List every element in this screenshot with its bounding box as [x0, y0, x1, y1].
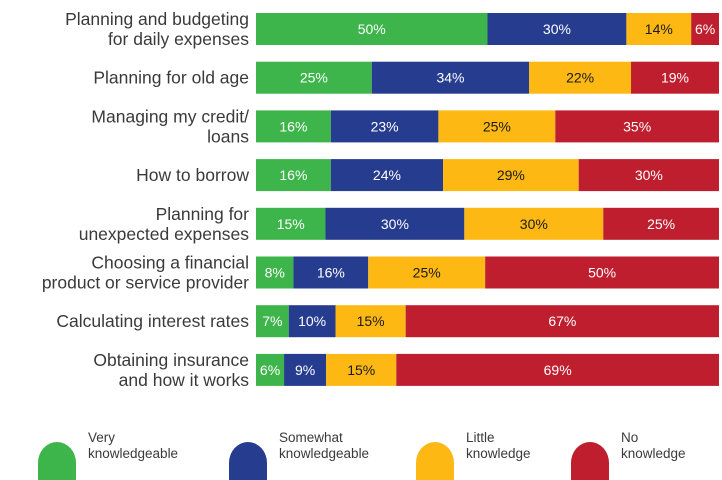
bar-segment: [256, 256, 294, 289]
data-label: 7%: [262, 313, 282, 329]
data-label: 34%: [436, 70, 464, 86]
category-label: Choosing a financial product or service p…: [42, 253, 249, 293]
bar-segment: [256, 305, 289, 338]
data-label: 35%: [623, 118, 651, 134]
bar-segment: [578, 159, 719, 192]
data-label: 16%: [317, 265, 345, 281]
bar-segment: [326, 353, 397, 386]
bar-segment: [256, 13, 488, 45]
bar-segment: [691, 13, 719, 45]
bar-segment: [487, 13, 627, 45]
bar-segment: [330, 159, 444, 192]
bar-segment: [555, 110, 719, 143]
category-label: Managing my credit/loans: [91, 106, 249, 146]
stacked-bar-chart: 50% 30% 14% 6% 25% 34% 22% 19% 16% 23% 25% 35% 16% 24…: [42, 9, 719, 390]
bar-segment: [626, 13, 692, 45]
data-label: 9%: [295, 362, 315, 378]
legend-label: Very knowledgeable: [88, 430, 179, 461]
legend-swatch: [229, 442, 267, 480]
category-label: Calculating interest rates: [56, 311, 249, 331]
category-label: How to borrow: [136, 165, 249, 185]
legend-label: Little knowledge: [466, 430, 531, 461]
data-label: 15%: [357, 313, 385, 329]
data-label: 16%: [279, 118, 307, 134]
data-label: 22%: [566, 70, 594, 86]
data-label: 69%: [544, 362, 572, 378]
data-label: 25%: [300, 70, 328, 86]
bar-segment: [330, 110, 439, 143]
data-label: 15%: [277, 216, 305, 232]
bar-segment: [368, 256, 486, 289]
category-label: Planning for unexpected expenses: [79, 204, 250, 244]
bar-segment: [443, 159, 579, 192]
data-label: 10%: [298, 313, 326, 329]
legend: Very knowledgeable Somewhat knowledgeable Li…: [0, 425, 722, 480]
data-label: 30%: [381, 216, 409, 232]
bar-segment: [438, 110, 556, 143]
bar-area: 50% 30% 14% 6% 25% 34% 22% 19% 16% 23% 25% 35% 16% 24…: [256, 13, 719, 386]
data-label: 50%: [588, 265, 616, 281]
data-label: 67%: [548, 313, 576, 329]
category-label: Planning for old age: [93, 68, 249, 88]
bar-segment: [631, 61, 719, 94]
data-label: 24%: [373, 167, 401, 183]
category-label: Planning and budgeting for daily expenses: [65, 9, 249, 49]
legend-label: No knowledge: [621, 430, 686, 461]
data-label: 25%: [647, 216, 675, 232]
bar-segment: [405, 305, 719, 338]
bar-segment: [256, 207, 326, 240]
bar-segment: [603, 207, 719, 240]
data-label: 15%: [347, 362, 375, 378]
data-label: 30%: [520, 216, 548, 232]
legend-label: Somewhat knowledgeable: [279, 430, 370, 461]
data-label: 23%: [371, 118, 399, 134]
bar-segment: [396, 353, 719, 386]
data-label: 29%: [497, 167, 525, 183]
bar-segment: [256, 353, 285, 386]
category-labels: Planning and budgeting for daily expenses…: [42, 9, 250, 390]
bar-segment: [284, 353, 327, 386]
data-label: 30%: [543, 21, 571, 37]
data-label: 30%: [635, 167, 663, 183]
data-label: 19%: [661, 70, 689, 86]
data-label: 25%: [413, 265, 441, 281]
data-label: 50%: [358, 21, 386, 37]
bar-segment: [529, 61, 632, 94]
data-label: 6%: [695, 21, 715, 37]
bar-segment: [485, 256, 719, 289]
data-label: 25%: [483, 118, 511, 134]
data-label: 8%: [265, 265, 285, 281]
bar-segment: [464, 207, 604, 240]
legend-swatch: [416, 442, 454, 480]
data-label: 6%: [260, 362, 280, 378]
data-label: 14%: [645, 21, 673, 37]
legend-swatch: [38, 442, 76, 480]
bar-segment: [256, 110, 331, 143]
bar-segment: [335, 305, 406, 338]
bar-segment: [325, 207, 465, 240]
category-label: Obtaining insurance and how it works: [93, 350, 249, 390]
bar-segment: [293, 256, 369, 289]
bar-segment: [371, 61, 530, 94]
legend-swatch: [571, 442, 609, 480]
bar-segment: [256, 159, 331, 192]
bar-segment: [288, 305, 336, 338]
data-label: 16%: [279, 167, 307, 183]
bar-segment: [256, 61, 372, 94]
